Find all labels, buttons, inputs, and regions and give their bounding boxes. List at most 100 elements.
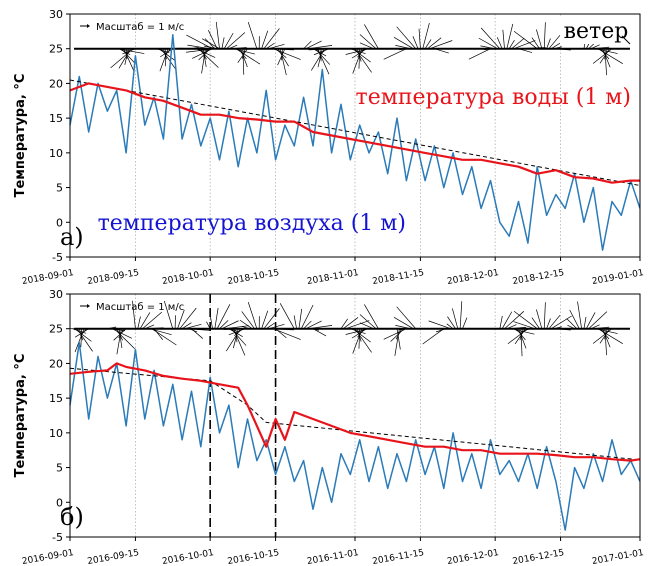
wind-vector: [359, 322, 374, 330]
wind-vector: [221, 320, 239, 330]
wind-vector: [241, 325, 250, 330]
wind-vector: [435, 328, 447, 333]
wind-vector: [270, 328, 294, 331]
y-tick-label: 10: [49, 427, 63, 440]
wind-vector: [506, 23, 514, 49]
wind-vector: [275, 328, 287, 338]
wind-vector: [531, 317, 540, 329]
panel-b: -5 0 5 10 15 20 25 30 2016-09-01 2016-09-15 2016-1…: [13, 288, 645, 566]
wind-vector: [468, 48, 491, 60]
y-tick-label: -5: [52, 531, 63, 544]
wind-vector: [396, 306, 417, 329]
wind-vector: [263, 28, 280, 49]
wind-vector: [597, 328, 623, 344]
wind-vector: [214, 307, 219, 329]
wind-vector: [224, 325, 250, 330]
wind-vector: [511, 37, 525, 49]
wind-vector: [240, 48, 248, 68]
wind-vector: [599, 328, 610, 344]
wind-vector: [592, 328, 613, 344]
wind-vector: [543, 302, 546, 329]
wind-vector: [122, 48, 136, 55]
y-tick-label: 30: [49, 288, 63, 301]
wind-vector: [263, 308, 280, 329]
y-tick-label: 15: [49, 112, 63, 125]
wind-vector: [72, 328, 87, 334]
wind-vector: [293, 315, 297, 329]
x-tick-label: 2016-11-01: [306, 548, 359, 566]
wind-vector: [358, 328, 361, 349]
wind-vector: [233, 328, 246, 356]
wind-vector: [153, 328, 163, 340]
x-tick-label: 2017-01-01: [591, 548, 644, 566]
legend-text: Масштаб = 1 м/с: [96, 302, 184, 313]
wind-vector: [277, 48, 286, 66]
panel-label: б): [60, 503, 84, 531]
wind-vector: [551, 315, 572, 330]
wind-vector: [428, 320, 451, 330]
wind-vector: [548, 34, 561, 49]
wind-vector: [447, 316, 456, 329]
wind-vector: [352, 328, 371, 343]
wind-vector: [452, 308, 459, 329]
y-tick-label: 25: [49, 323, 63, 336]
x-tick-label: 2018-09-15: [87, 268, 140, 287]
wind-vector: [521, 328, 531, 333]
wind-vector: [429, 40, 453, 50]
wind-vector: [221, 37, 225, 49]
wind-vector: [393, 316, 414, 330]
wind-vector: [358, 48, 361, 69]
wind-vector: [359, 42, 374, 50]
x-tick-label: 2016-12-01: [446, 548, 499, 566]
y-tick-label: 25: [49, 43, 63, 56]
wind-vector: [158, 48, 176, 61]
wind-vector: [543, 22, 546, 49]
y-axis-label: Температура, °C: [13, 74, 28, 198]
wind-vector: [192, 48, 213, 59]
wind-vector: [395, 45, 412, 50]
wind-vector: [132, 300, 136, 329]
wind-vector: [181, 322, 192, 330]
wind-vector: [186, 48, 215, 53]
wind-vector: [228, 328, 243, 338]
wind-vector: [496, 37, 503, 49]
wind-vector: [597, 48, 623, 64]
wind-vector: [359, 314, 377, 329]
wind-vector: [567, 324, 575, 330]
wind-vector: [480, 45, 496, 50]
wind-vector: [201, 48, 206, 74]
wind-vector: [187, 44, 211, 50]
x-tick-label: 2018-10-15: [227, 268, 280, 287]
wind-vector: [602, 328, 611, 348]
wind-vector: [393, 36, 414, 50]
wind-vector: [583, 316, 587, 329]
wind-vector: [312, 328, 327, 337]
wind-vector: [125, 48, 128, 59]
wind-vector: [585, 312, 596, 329]
wind-vector: [548, 314, 561, 329]
wind-vector: [186, 328, 211, 331]
wind-vector: [235, 48, 261, 65]
wind-annotation: ветер: [564, 19, 629, 44]
wind-vector: [242, 48, 245, 75]
wind-vector: [315, 48, 331, 65]
wind-vector: [268, 323, 285, 330]
water-annotation: температура воды (1 м): [356, 85, 631, 110]
wind-vector: [422, 328, 444, 345]
wind-vector: [219, 320, 229, 329]
wind-vector: [142, 311, 163, 329]
wind-vector: [186, 34, 213, 50]
y-tick-label: 10: [49, 147, 63, 160]
wind-vector: [508, 40, 515, 49]
air-annotation: температура воздуха (1 м): [98, 211, 406, 236]
wind-vector: [345, 328, 370, 335]
x-tick-label: 2018-12-01: [446, 268, 499, 287]
x-tick-label: 2018-09-01: [21, 268, 74, 287]
wind-vector: [223, 32, 234, 49]
wind-vector: [383, 48, 407, 60]
wind-vector: [113, 328, 127, 341]
wind-vector: [362, 47, 372, 50]
wind-vector: [513, 40, 536, 50]
wind-vector: [536, 29, 543, 49]
